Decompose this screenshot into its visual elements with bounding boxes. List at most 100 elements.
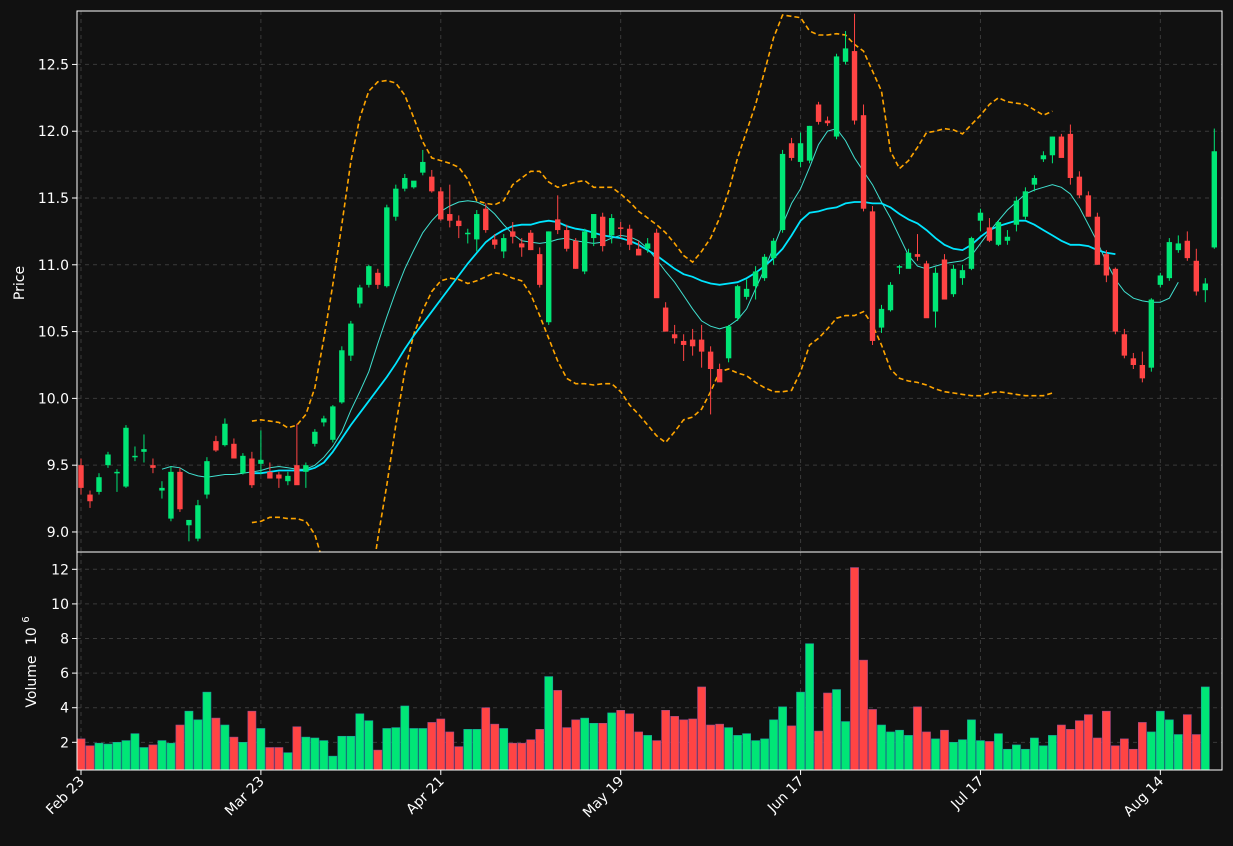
candle-body-up bbox=[1202, 283, 1209, 291]
volume-bar-up bbox=[1173, 734, 1183, 771]
candle-body-up bbox=[977, 212, 984, 221]
volume-bar-down bbox=[148, 744, 158, 771]
volume-bar-down bbox=[688, 718, 697, 771]
volume-bar-up bbox=[1155, 710, 1165, 771]
candle-body-up bbox=[581, 231, 588, 272]
volume-bar-up bbox=[202, 691, 212, 771]
price-tick-label: 10.0 bbox=[38, 391, 69, 407]
volume-bar-up bbox=[157, 740, 167, 771]
candle-body-down bbox=[87, 494, 93, 502]
candle-body-up bbox=[501, 238, 507, 252]
candle-body-up bbox=[725, 326, 732, 359]
volume-bar-down bbox=[265, 747, 275, 771]
candle-body-up bbox=[168, 471, 174, 519]
candle-body-down bbox=[986, 227, 993, 241]
candle-body-up bbox=[932, 272, 939, 312]
volume-bar-down bbox=[1093, 737, 1102, 771]
candle-body-down bbox=[1094, 216, 1101, 265]
volume-bar-up bbox=[931, 738, 940, 771]
candle-body-down bbox=[707, 351, 714, 369]
volume-bar-up bbox=[409, 728, 419, 771]
volume-bar-down bbox=[247, 710, 257, 771]
volume-axis-label: Volume 10 6 bbox=[21, 616, 40, 707]
volume-bar-up bbox=[904, 735, 913, 771]
candle-body-up bbox=[752, 271, 759, 287]
volume-axis-label-unit: 10 bbox=[24, 627, 40, 645]
volume-bar-up bbox=[886, 731, 895, 771]
price-tick-label: 11.0 bbox=[38, 258, 69, 274]
candle-body-up bbox=[1022, 191, 1029, 217]
candle-body-up bbox=[779, 153, 786, 231]
volume-bar-up bbox=[472, 729, 482, 771]
price-tick-label: 12.0 bbox=[38, 124, 69, 140]
volume-bar-down bbox=[508, 742, 518, 771]
volume-tick-label: 6 bbox=[60, 666, 69, 682]
volume-bar-down bbox=[814, 730, 823, 771]
volume-bar-up bbox=[895, 729, 904, 771]
bollinger-bands bbox=[251, 14, 1053, 552]
volume-tick-label: 4 bbox=[60, 701, 69, 717]
candle-body-up bbox=[887, 284, 894, 311]
volume-bar-up bbox=[130, 733, 140, 771]
candle-body-up bbox=[105, 454, 111, 466]
volume-bar-up bbox=[166, 742, 176, 771]
volume-bar-down bbox=[427, 722, 437, 771]
volume-bar-up bbox=[310, 737, 320, 771]
volume-bar-down bbox=[481, 707, 491, 771]
candle-body-up bbox=[770, 240, 777, 259]
volume-bar-up bbox=[841, 721, 850, 771]
candle-body-up bbox=[968, 238, 975, 269]
candle-body-up bbox=[357, 287, 363, 304]
volume-bar-up bbox=[1030, 737, 1039, 771]
candle-body-up bbox=[959, 270, 966, 279]
volume-bar-up bbox=[1048, 735, 1057, 771]
volume-bar-up bbox=[544, 676, 554, 771]
price-tick-label: 9.5 bbox=[47, 458, 69, 474]
candle-body-down bbox=[276, 474, 282, 479]
candle-body-down bbox=[1067, 133, 1074, 178]
volume-bar-down bbox=[715, 723, 724, 771]
volume-bar-up bbox=[778, 706, 787, 771]
candle-body-down bbox=[483, 208, 489, 231]
candle-body-up bbox=[384, 207, 390, 287]
volume-bar-down bbox=[517, 742, 527, 771]
candle-body-down bbox=[1085, 195, 1092, 217]
candle-body-down bbox=[78, 465, 84, 488]
volume-bar-down bbox=[859, 659, 868, 771]
volume-bar-up bbox=[391, 727, 401, 771]
volume-bar-up bbox=[103, 743, 113, 771]
candle-body-down bbox=[923, 263, 930, 319]
volume-bar-up bbox=[94, 742, 104, 771]
candle-body-up bbox=[312, 431, 318, 444]
volume-bar-up bbox=[958, 739, 967, 771]
volume-bar-down bbox=[625, 713, 635, 771]
volume-bar-down bbox=[1057, 724, 1066, 771]
volume-bar-up bbox=[832, 689, 841, 771]
volume-bar-down bbox=[571, 719, 581, 771]
volume-bar-up bbox=[1164, 719, 1174, 771]
volume-bar-down bbox=[652, 740, 661, 771]
candle-body-up bbox=[1157, 275, 1164, 285]
candle-body-down bbox=[537, 254, 543, 285]
volume-bar-up bbox=[112, 742, 122, 771]
candle-body-down bbox=[267, 471, 273, 479]
volume-bar-down bbox=[490, 723, 500, 771]
candle-body-up bbox=[186, 519, 192, 526]
candle-body-up bbox=[321, 418, 327, 423]
candle-body-down bbox=[429, 176, 435, 192]
volume-bar-up bbox=[796, 691, 805, 771]
candle-body-up bbox=[123, 427, 129, 487]
candle-body-down bbox=[698, 339, 705, 352]
volume-bar-up bbox=[643, 735, 653, 771]
candle-body-down bbox=[851, 51, 858, 121]
volume-bar-down bbox=[526, 739, 536, 771]
candle-body-up bbox=[1013, 200, 1020, 225]
candle-body-up bbox=[195, 505, 201, 539]
candle-body-up bbox=[1031, 177, 1038, 185]
panel-frames bbox=[76, 10, 1223, 771]
volume-bar-down bbox=[1111, 745, 1120, 771]
candle-body-up bbox=[285, 475, 291, 482]
candle-body-up bbox=[743, 288, 750, 297]
candle-body-up bbox=[1211, 151, 1218, 248]
volume-bar-up bbox=[589, 722, 599, 771]
